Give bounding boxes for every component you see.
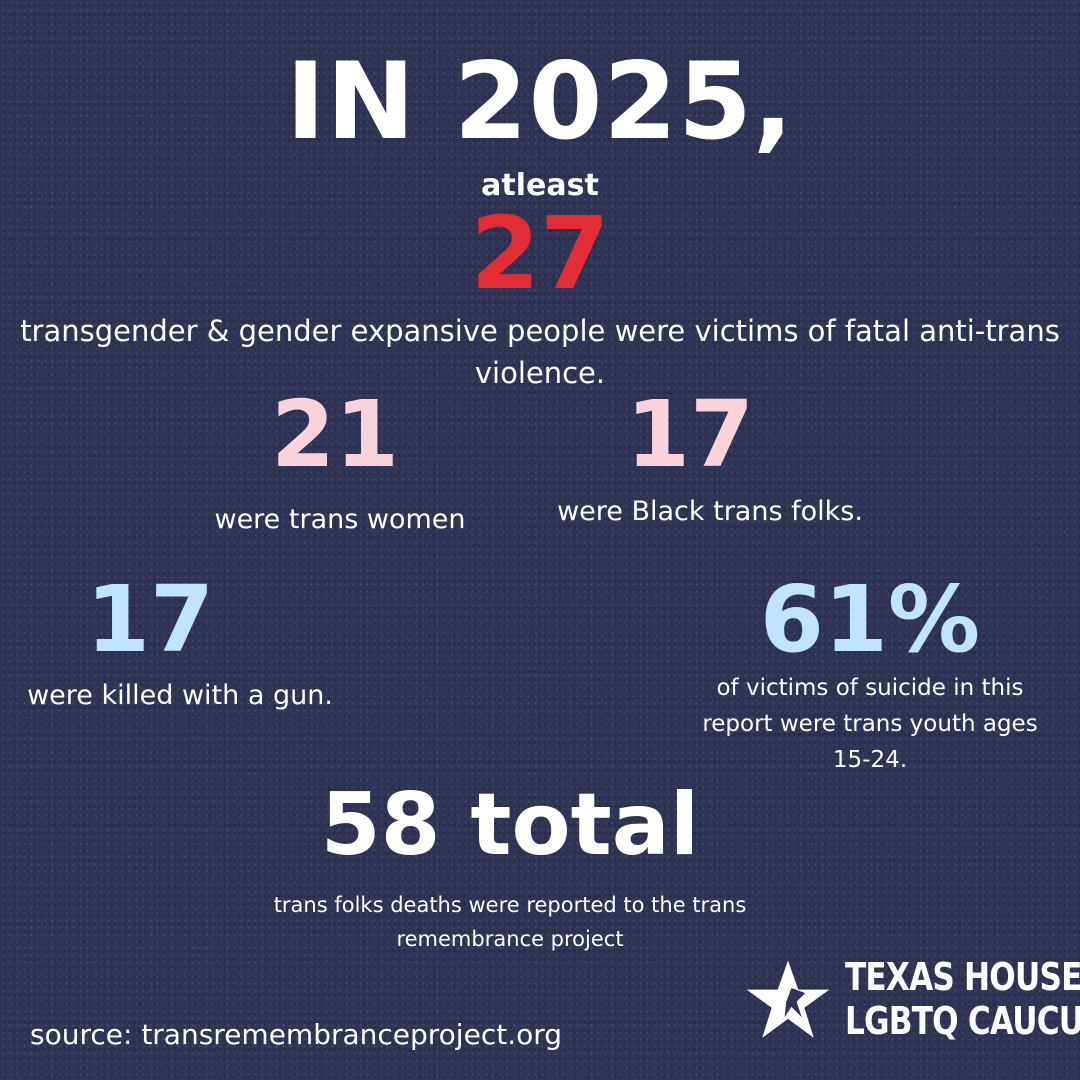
stat-trans-women-label: were trans women (214, 504, 466, 535)
stat-black-trans-label: were Black trans folks. (557, 496, 863, 527)
main-stat-value: 27 (470, 195, 610, 312)
star-icon (746, 960, 830, 1038)
source-text: source: transremembranceproject.org (30, 1018, 563, 1051)
caucus-logo: TEXAS HOUSE LGBTQ CAUCUS (745, 955, 1080, 1055)
stat-suicide-value: 61% (759, 566, 981, 673)
main-stat-description: transgender & gender expansive people we… (20, 314, 1060, 390)
stat-black-trans-value: 17 (625, 381, 755, 488)
logo-line-2: LGBTQ CAUCUS (845, 999, 1080, 1043)
stat-trans-women-value: 21 (270, 381, 400, 488)
logo-line-1: TEXAS HOUSE (845, 955, 1080, 999)
logo-text: TEXAS HOUSE LGBTQ CAUCUS (845, 955, 1080, 1043)
total-value: 58 total (320, 775, 700, 875)
atleast-label: atleast (481, 168, 599, 203)
total-label: trans folks deaths were reported to the … (273, 893, 747, 951)
stat-suicide-label: of victims of suicide in this report wer… (702, 675, 1038, 773)
headline: IN 2025, (285, 40, 795, 163)
stat-gun-label: were killed with a gun. (27, 680, 333, 711)
stat-gun-value: 17 (85, 566, 215, 673)
